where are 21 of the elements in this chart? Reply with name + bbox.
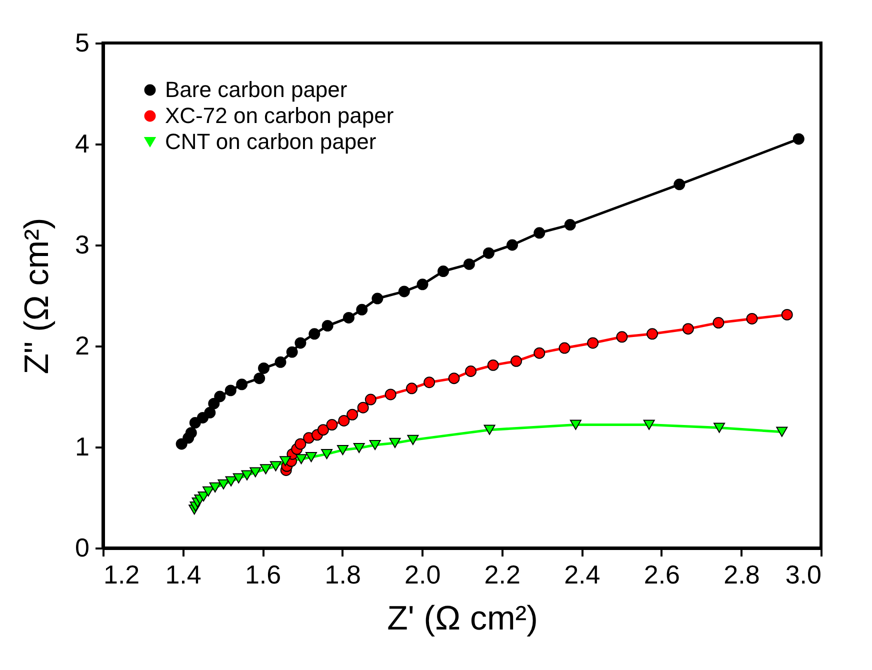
x-tick-label: 2.6 — [644, 560, 680, 590]
legend-label: XC-72 on carbon paper — [165, 103, 394, 128]
x-tick-label: 3.0 — [785, 560, 822, 590]
x-tick-label: 2.4 — [564, 560, 600, 590]
y-tick-label: 5 — [75, 28, 90, 58]
legend-label: CNT on carbon paper — [165, 129, 376, 154]
y-tick-label: 1 — [75, 432, 90, 462]
x-tick-label: 1.4 — [165, 560, 202, 590]
y-tick-label: 2 — [75, 330, 90, 360]
x-tick-label: 2.8 — [724, 560, 760, 590]
x-tick-label: 1.8 — [324, 560, 361, 590]
y-tick-label: 0 — [75, 532, 90, 562]
y-tick-label: 4 — [75, 128, 90, 158]
x-tick-label: 1.6 — [244, 560, 282, 590]
x-tick-label: 1.2 — [104, 560, 140, 590]
y-axis-title: Z" (Ω cm²) — [18, 218, 56, 374]
x-tick-label: 2.2 — [484, 560, 520, 590]
legend-label: Bare carbon paper — [165, 77, 348, 102]
y-tick-label: 3 — [75, 230, 90, 260]
x-axis-title: Z' (Ω cm²) — [387, 600, 538, 638]
x-tick-label: 2.0 — [404, 560, 441, 590]
